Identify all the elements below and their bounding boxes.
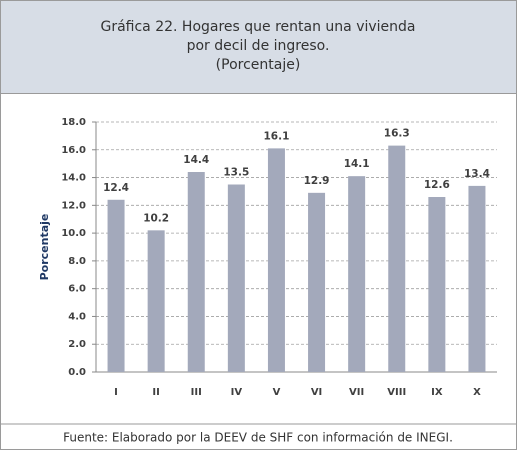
x-tick-label: IV xyxy=(231,387,243,398)
x-tick-label: I xyxy=(114,387,118,398)
value-label: 13.4 xyxy=(464,168,490,180)
bar xyxy=(428,197,446,372)
value-label: 12.4 xyxy=(103,182,129,194)
x-tick-label: VI xyxy=(311,387,322,398)
bar xyxy=(468,185,486,372)
chart-title: (Porcentaje) xyxy=(216,57,301,73)
y-tick-label: 0.0 xyxy=(68,367,86,378)
value-label: 10.2 xyxy=(143,212,169,224)
value-label: 14.4 xyxy=(183,154,209,166)
value-label: 16.3 xyxy=(384,128,410,140)
bar xyxy=(187,172,205,372)
y-tick-label: 4.0 xyxy=(68,311,86,322)
value-label: 12.9 xyxy=(304,175,330,187)
value-label: 14.1 xyxy=(344,158,370,170)
bar xyxy=(227,184,245,372)
y-tick-label: 6.0 xyxy=(68,284,86,295)
header xyxy=(0,0,517,94)
y-tick-label: 14.0 xyxy=(61,173,86,184)
y-tick-label: 2.0 xyxy=(68,339,86,350)
y-tick-label: 8.0 xyxy=(68,256,86,267)
bar xyxy=(388,145,406,372)
x-tick-label: VIII xyxy=(387,387,406,398)
x-tick-label: X xyxy=(473,387,481,398)
x-tick-label: III xyxy=(191,387,202,398)
x-tick-label: II xyxy=(152,387,159,398)
bar xyxy=(107,199,125,372)
x-tick-label: V xyxy=(273,387,281,398)
chart-title: Gráfica 22. Hogares que rentan una vivie… xyxy=(100,19,415,35)
bar xyxy=(308,192,326,372)
y-tick-label: 12.0 xyxy=(61,200,86,211)
value-label: 12.6 xyxy=(424,179,450,191)
chart-title: por decil de ingreso. xyxy=(187,38,330,54)
y-tick-label: 18.0 xyxy=(61,117,86,128)
x-tick-label: VII xyxy=(349,387,364,398)
y-tick-label: 16.0 xyxy=(61,145,86,156)
value-label: 13.5 xyxy=(223,167,249,179)
x-tick-label: IX xyxy=(431,387,443,398)
bar xyxy=(348,176,366,372)
value-label: 16.1 xyxy=(263,130,289,142)
y-tick-label: 10.0 xyxy=(61,228,86,239)
source: Fuente: Elaborado por la DEEV de SHF con… xyxy=(63,431,453,445)
y-axis-label: Porcentaje xyxy=(38,214,51,281)
bar xyxy=(267,148,285,372)
bar xyxy=(147,230,165,372)
